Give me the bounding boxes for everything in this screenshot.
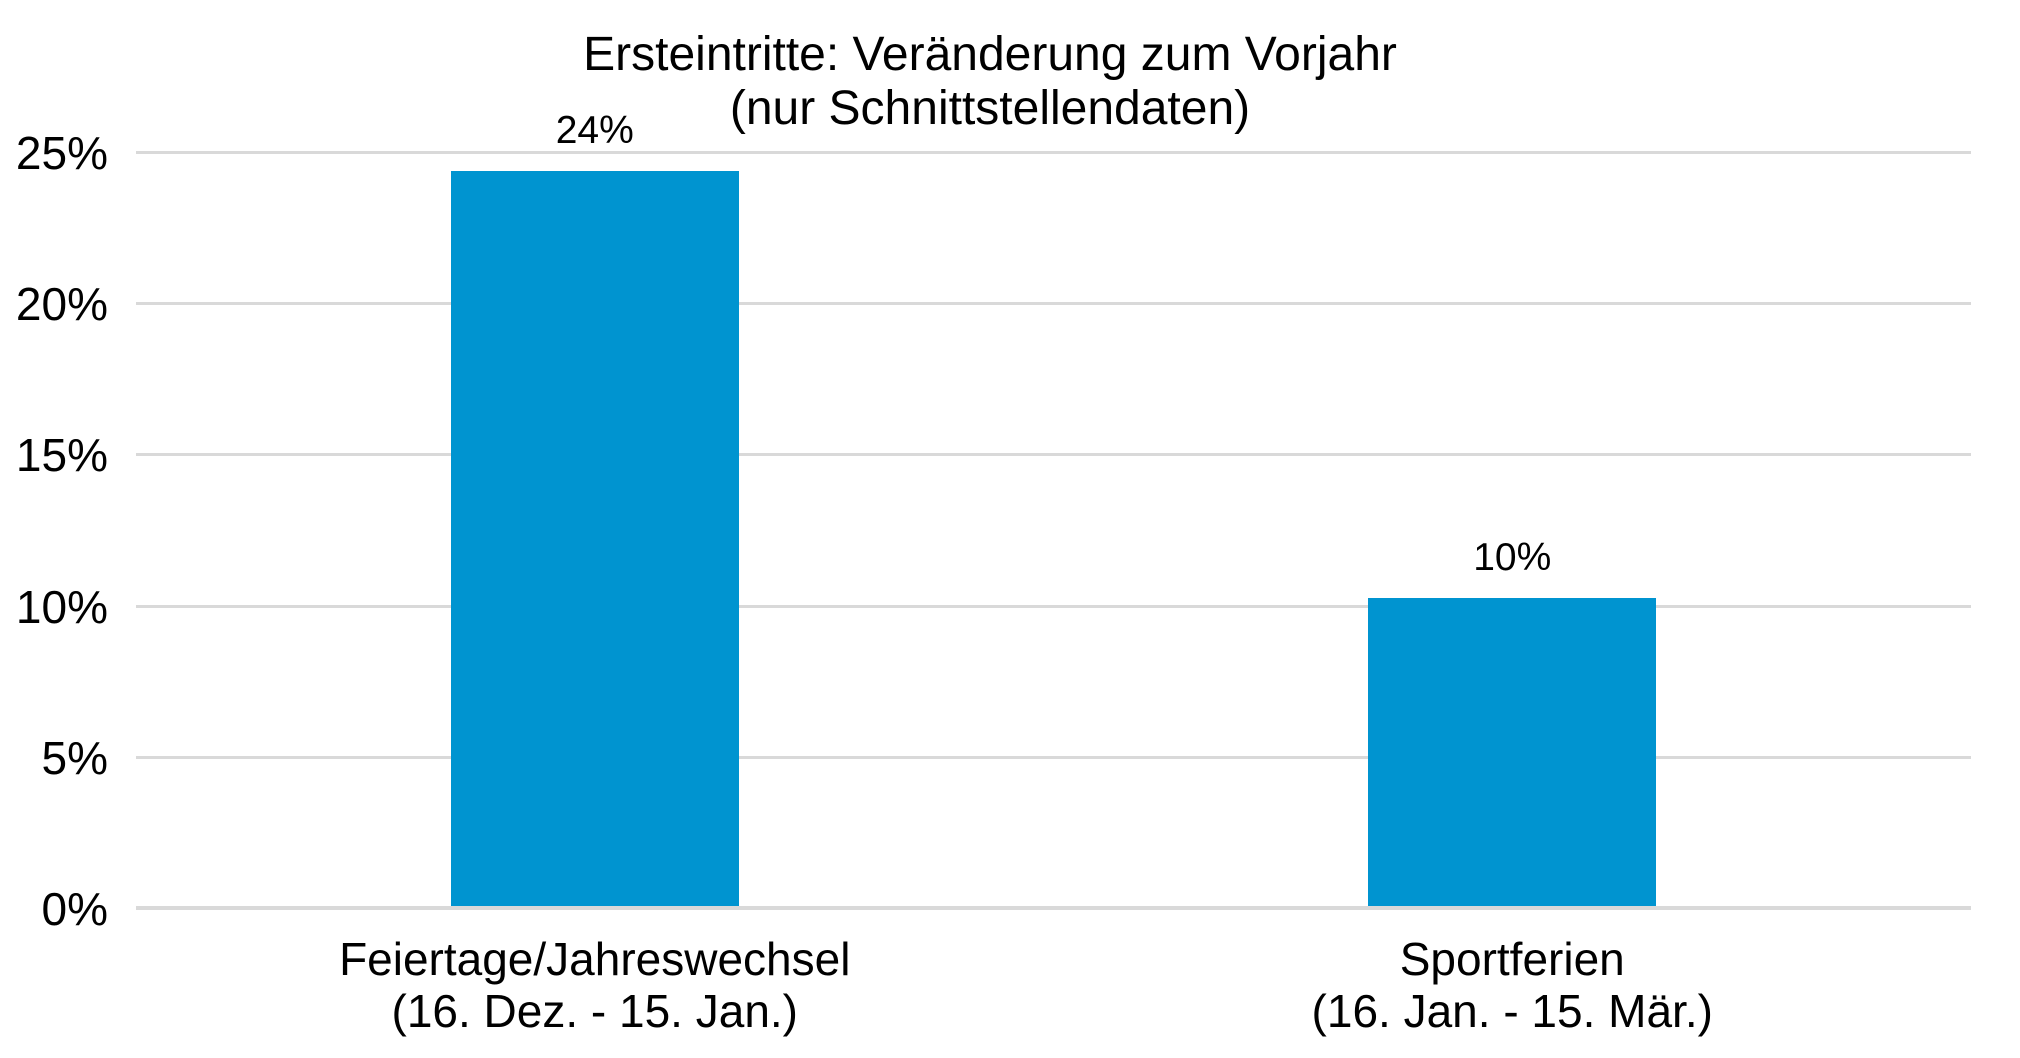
gridline [136,755,1971,759]
y-axis-tick-label: 20% [15,278,108,331]
chart-title-line-1: Ersteintritte: Veränderung zum Vorjahr [583,28,1397,81]
x-axis-category-label: Sportferien (16. Jan. - 15. Mär.) [1054,933,1972,1037]
y-axis-tick-label: 5% [41,731,108,784]
y-axis-tick-label: 0% [41,883,108,935]
x-axis-category-label: Feiertage/Jahreswechsel (16. Dez. - 15. J… [136,933,1054,1037]
gridline [136,604,1971,608]
y-axis-tick-label: 25% [15,127,108,179]
bar-value-label: 10% [1473,535,1552,579]
x-axis-line [136,906,1971,910]
x-axis-category-label-line: Sportferien [1399,933,1625,985]
bar [450,171,739,906]
y-axis-tick-label: 10% [15,580,108,633]
gridline [136,302,1971,306]
bar-value-label: 24% [555,109,634,153]
chart-title: Ersteintritte: Veränderung zum Vorjahr (… [0,28,1980,136]
gridline [136,453,1971,457]
y-axis-tick-label: 15% [15,429,108,482]
bar [1368,597,1657,906]
chart-title-line-2: (nur Schnittstellendaten) [729,82,1251,135]
x-axis-category-label-line: Feiertage/Jahreswechsel [339,933,851,985]
gridline [136,151,1971,154]
x-axis-category-label-line: (16. Dez. - 15. Jan.) [391,985,799,1037]
x-axis-category-label-line: (16. Jan. - 15. Mär.) [1311,985,1713,1037]
